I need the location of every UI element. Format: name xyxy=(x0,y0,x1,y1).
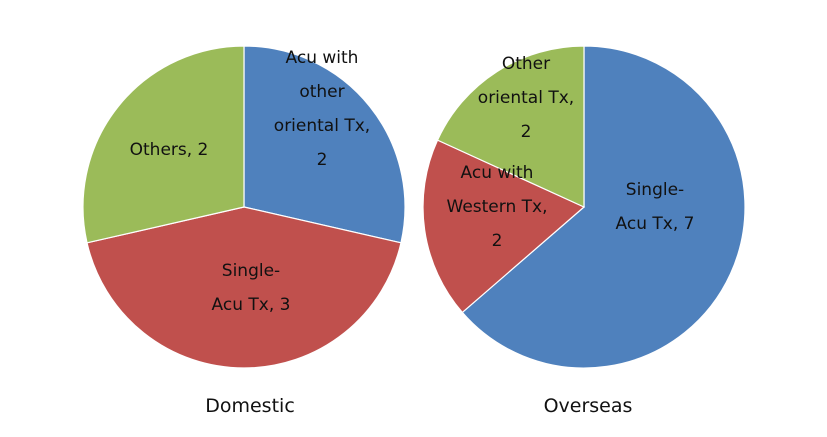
pie-slice-single-acu-tx xyxy=(461,45,746,369)
slice-label-acu-with-other-oriental-tx: Acu with other oriental Tx, 2 xyxy=(274,48,370,170)
domestic-pie: Acu with other oriental Tx, 2 Single-Acu Tx,… xyxy=(82,45,406,369)
pie-slice-acu-with-other-oriental-tx xyxy=(243,45,406,244)
pie-slice-single-acu-tx xyxy=(86,206,402,369)
pie-slice-others xyxy=(82,45,245,244)
pie-slice-acu-with-western-tx xyxy=(422,139,586,314)
slice-label-single-acu-tx: Single-Acu Tx, 7 xyxy=(616,180,695,234)
overseas-pie: Single-Acu Tx, 7 Acu with Western Tx, 2 Othe… xyxy=(422,45,746,369)
slice-label-acu-with-western-tx: Acu with Western Tx, 2 xyxy=(447,163,548,251)
slice-label-single-acu-tx: Single-Acu Tx, 3 xyxy=(212,261,291,315)
overseas-title: Overseas xyxy=(544,395,633,417)
domestic-title: Domestic xyxy=(205,395,295,417)
pie-slice-other-oriental-tx xyxy=(436,45,585,208)
slice-label-others: Others, 2 xyxy=(130,140,209,160)
slice-label-other-oriental-tx: Other oriental Tx, 2 xyxy=(478,54,574,142)
